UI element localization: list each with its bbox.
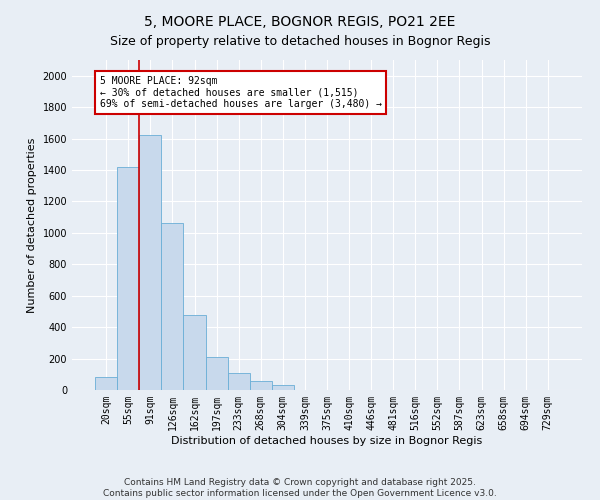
Bar xyxy=(272,384,294,390)
Bar xyxy=(95,378,117,390)
Bar xyxy=(139,136,161,390)
Bar xyxy=(184,314,206,390)
Text: 5 MOORE PLACE: 92sqm
← 30% of detached houses are smaller (1,515)
69% of semi-de: 5 MOORE PLACE: 92sqm ← 30% of detached h… xyxy=(100,76,382,109)
Bar xyxy=(161,224,184,390)
Text: Size of property relative to detached houses in Bognor Regis: Size of property relative to detached ho… xyxy=(110,35,490,48)
Bar xyxy=(227,372,250,390)
Text: Contains HM Land Registry data © Crown copyright and database right 2025.
Contai: Contains HM Land Registry data © Crown c… xyxy=(103,478,497,498)
Bar xyxy=(206,357,227,390)
Y-axis label: Number of detached properties: Number of detached properties xyxy=(27,138,37,312)
Bar xyxy=(117,167,139,390)
Text: 5, MOORE PLACE, BOGNOR REGIS, PO21 2EE: 5, MOORE PLACE, BOGNOR REGIS, PO21 2EE xyxy=(145,15,455,29)
X-axis label: Distribution of detached houses by size in Bognor Regis: Distribution of detached houses by size … xyxy=(172,436,482,446)
Bar xyxy=(250,382,272,390)
